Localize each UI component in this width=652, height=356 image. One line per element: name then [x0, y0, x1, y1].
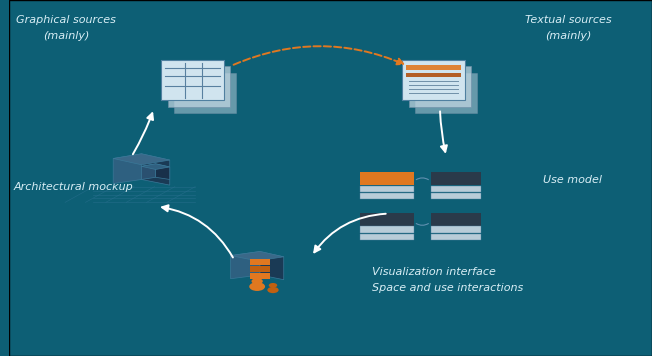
- Polygon shape: [156, 164, 170, 179]
- Polygon shape: [141, 154, 170, 185]
- Circle shape: [267, 287, 278, 293]
- FancyBboxPatch shape: [361, 213, 414, 226]
- FancyBboxPatch shape: [402, 60, 465, 100]
- FancyBboxPatch shape: [361, 193, 414, 199]
- Text: Space and use interactions: Space and use interactions: [372, 283, 524, 293]
- Text: Architectural mockup: Architectural mockup: [14, 182, 134, 192]
- FancyBboxPatch shape: [250, 266, 270, 272]
- FancyBboxPatch shape: [431, 213, 481, 226]
- Text: (mainly): (mainly): [545, 31, 591, 41]
- FancyBboxPatch shape: [250, 273, 270, 279]
- FancyBboxPatch shape: [431, 193, 481, 199]
- FancyBboxPatch shape: [361, 234, 414, 240]
- Polygon shape: [141, 164, 170, 169]
- FancyBboxPatch shape: [415, 73, 477, 113]
- FancyBboxPatch shape: [402, 60, 465, 100]
- FancyBboxPatch shape: [406, 73, 462, 77]
- FancyBboxPatch shape: [431, 186, 481, 192]
- FancyBboxPatch shape: [9, 0, 652, 356]
- FancyBboxPatch shape: [174, 73, 237, 113]
- FancyBboxPatch shape: [361, 186, 414, 192]
- FancyBboxPatch shape: [361, 172, 414, 185]
- Polygon shape: [113, 154, 141, 184]
- FancyBboxPatch shape: [168, 66, 230, 107]
- Text: Use model: Use model: [542, 175, 602, 185]
- FancyBboxPatch shape: [250, 259, 270, 265]
- FancyBboxPatch shape: [162, 60, 224, 100]
- FancyBboxPatch shape: [406, 66, 462, 70]
- Text: Textual sources: Textual sources: [525, 15, 612, 25]
- FancyBboxPatch shape: [431, 226, 481, 233]
- Circle shape: [249, 282, 265, 291]
- Circle shape: [269, 283, 277, 288]
- Polygon shape: [231, 251, 284, 261]
- FancyBboxPatch shape: [431, 172, 481, 185]
- Polygon shape: [231, 251, 260, 279]
- Polygon shape: [141, 164, 156, 179]
- Circle shape: [252, 278, 263, 284]
- Text: Graphical sources: Graphical sources: [16, 15, 116, 25]
- Text: Visualization interface: Visualization interface: [372, 267, 496, 277]
- FancyBboxPatch shape: [409, 66, 471, 107]
- FancyBboxPatch shape: [162, 60, 224, 100]
- FancyBboxPatch shape: [431, 234, 481, 240]
- Text: (mainly): (mainly): [43, 31, 89, 41]
- Polygon shape: [113, 154, 170, 165]
- Polygon shape: [260, 251, 284, 280]
- FancyBboxPatch shape: [361, 226, 414, 233]
